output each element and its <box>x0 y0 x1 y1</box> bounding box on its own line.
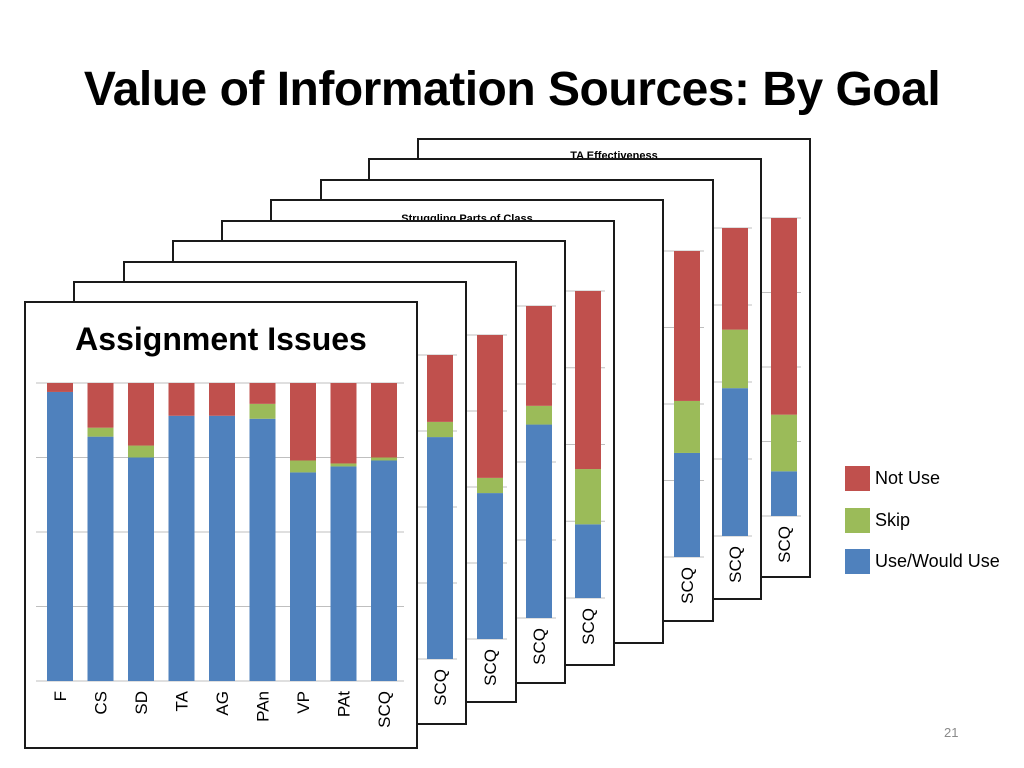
bar-segment-use-would-use <box>128 457 154 681</box>
bar-segment-not-use <box>249 383 276 404</box>
bar-segment-not-use <box>477 335 503 478</box>
legend-label-not-use: Not Use <box>875 468 941 488</box>
legend-swatch-not-use <box>845 466 870 491</box>
bar-segment-skip <box>371 457 397 461</box>
bar-segment-skip <box>771 414 797 472</box>
legend-swatch-skip <box>845 508 870 533</box>
stacked-bar-chart: SCQ <box>664 250 704 604</box>
category-label: SCQ <box>775 526 794 563</box>
bar-segment-skip <box>526 405 552 425</box>
bar-segment-use-would-use <box>87 436 114 681</box>
bar-segment-not-use <box>771 218 797 415</box>
bar-segment-skip <box>427 421 453 438</box>
bar-segment-not-use <box>168 383 195 416</box>
stacked-bar-chart: SCQ <box>467 334 507 686</box>
bar-segment-not-use <box>526 306 552 406</box>
bar-segment-skip <box>290 460 316 473</box>
bar-segment-skip <box>87 427 114 437</box>
bar-segment-use-would-use <box>209 415 235 681</box>
chart-title: Assignment Issues <box>75 321 367 357</box>
category-label: PAn <box>254 691 273 722</box>
bar-segment-not-use <box>427 355 453 422</box>
bar-segment-not-use <box>128 383 154 446</box>
category-label: SCQ <box>678 567 697 604</box>
bar-segment-skip <box>575 469 601 525</box>
chart-panel: Assignment Issues F CS SD TA AG PAn VP PAt SCQ <box>24 301 418 749</box>
bar-segment-use-would-use <box>47 391 73 681</box>
category-label: SCQ <box>726 546 745 583</box>
bar-segment-not-use <box>209 383 235 416</box>
category-label: PAt <box>335 691 354 717</box>
legend-item-not-use: Not Use <box>845 466 1024 492</box>
stacked-bar-chart: SCQ <box>712 227 752 583</box>
bar-segment-skip <box>477 477 503 494</box>
bar-segment-use-would-use <box>290 472 316 681</box>
legend-label-skip: Skip <box>875 510 911 530</box>
bar-segment-use-would-use <box>477 493 503 639</box>
bar-segment-use-would-use <box>526 424 552 618</box>
category-label: SCQ <box>530 628 549 665</box>
bar-segment-not-use <box>674 251 700 401</box>
bar-segment-not-use <box>87 383 114 428</box>
legend-swatch-use <box>845 549 870 574</box>
category-label: F <box>51 691 70 701</box>
slide-number: 21 <box>944 725 959 740</box>
bar-segment-use-would-use <box>771 471 797 516</box>
bar-segment-use-would-use <box>427 437 453 659</box>
bar-segment-use-would-use <box>722 388 748 536</box>
bar-segment-use-would-use <box>168 415 195 681</box>
stacked-bar-chart: SCQ <box>761 217 801 563</box>
legend-label-use: Use/Would Use <box>875 551 1000 571</box>
category-label: AG <box>213 691 232 716</box>
bar-segment-not-use <box>575 291 601 470</box>
stacked-bar-chart: SCQ <box>516 305 556 665</box>
bar-segment-not-use <box>722 228 748 330</box>
bar-segment-use-would-use <box>249 418 276 681</box>
slide-title: Value of Information Sources: By Goal <box>83 63 941 116</box>
category-label: SCQ <box>481 649 500 686</box>
bar-segment-use-would-use <box>330 466 357 681</box>
bar-segment-skip <box>674 400 700 453</box>
bar-segment-not-use <box>47 383 73 392</box>
category-label: SD <box>132 691 151 715</box>
bar-segment-use-would-use <box>575 524 601 598</box>
bar-segment-use-would-use <box>371 460 397 681</box>
category-label: VP <box>294 691 313 714</box>
category-label: CS <box>92 691 111 715</box>
legend-item-use: Use/Would Use <box>845 549 1024 575</box>
bar-segment-use-would-use <box>674 452 700 557</box>
bar-segment-not-use <box>371 383 397 458</box>
bar-segment-skip <box>722 329 748 389</box>
stacked-bar-chart: SCQ <box>417 354 457 706</box>
legend-item-skip: Skip <box>845 508 1024 534</box>
category-label: SCQ <box>579 608 598 645</box>
bar-segment-not-use <box>330 383 357 464</box>
bar-segment-skip <box>330 463 357 467</box>
category-label: SCQ <box>431 669 450 706</box>
category-label: TA <box>173 690 192 711</box>
bar-segment-skip <box>128 445 154 458</box>
stacked-bar-chart: F CS SD TA AG PAn VP PAt SCQ <box>36 382 404 728</box>
bar-segment-not-use <box>290 383 316 461</box>
category-label: SCQ <box>375 691 394 728</box>
bar-segment-skip <box>249 403 276 419</box>
stacked-bar-chart: SCQ <box>565 290 605 645</box>
